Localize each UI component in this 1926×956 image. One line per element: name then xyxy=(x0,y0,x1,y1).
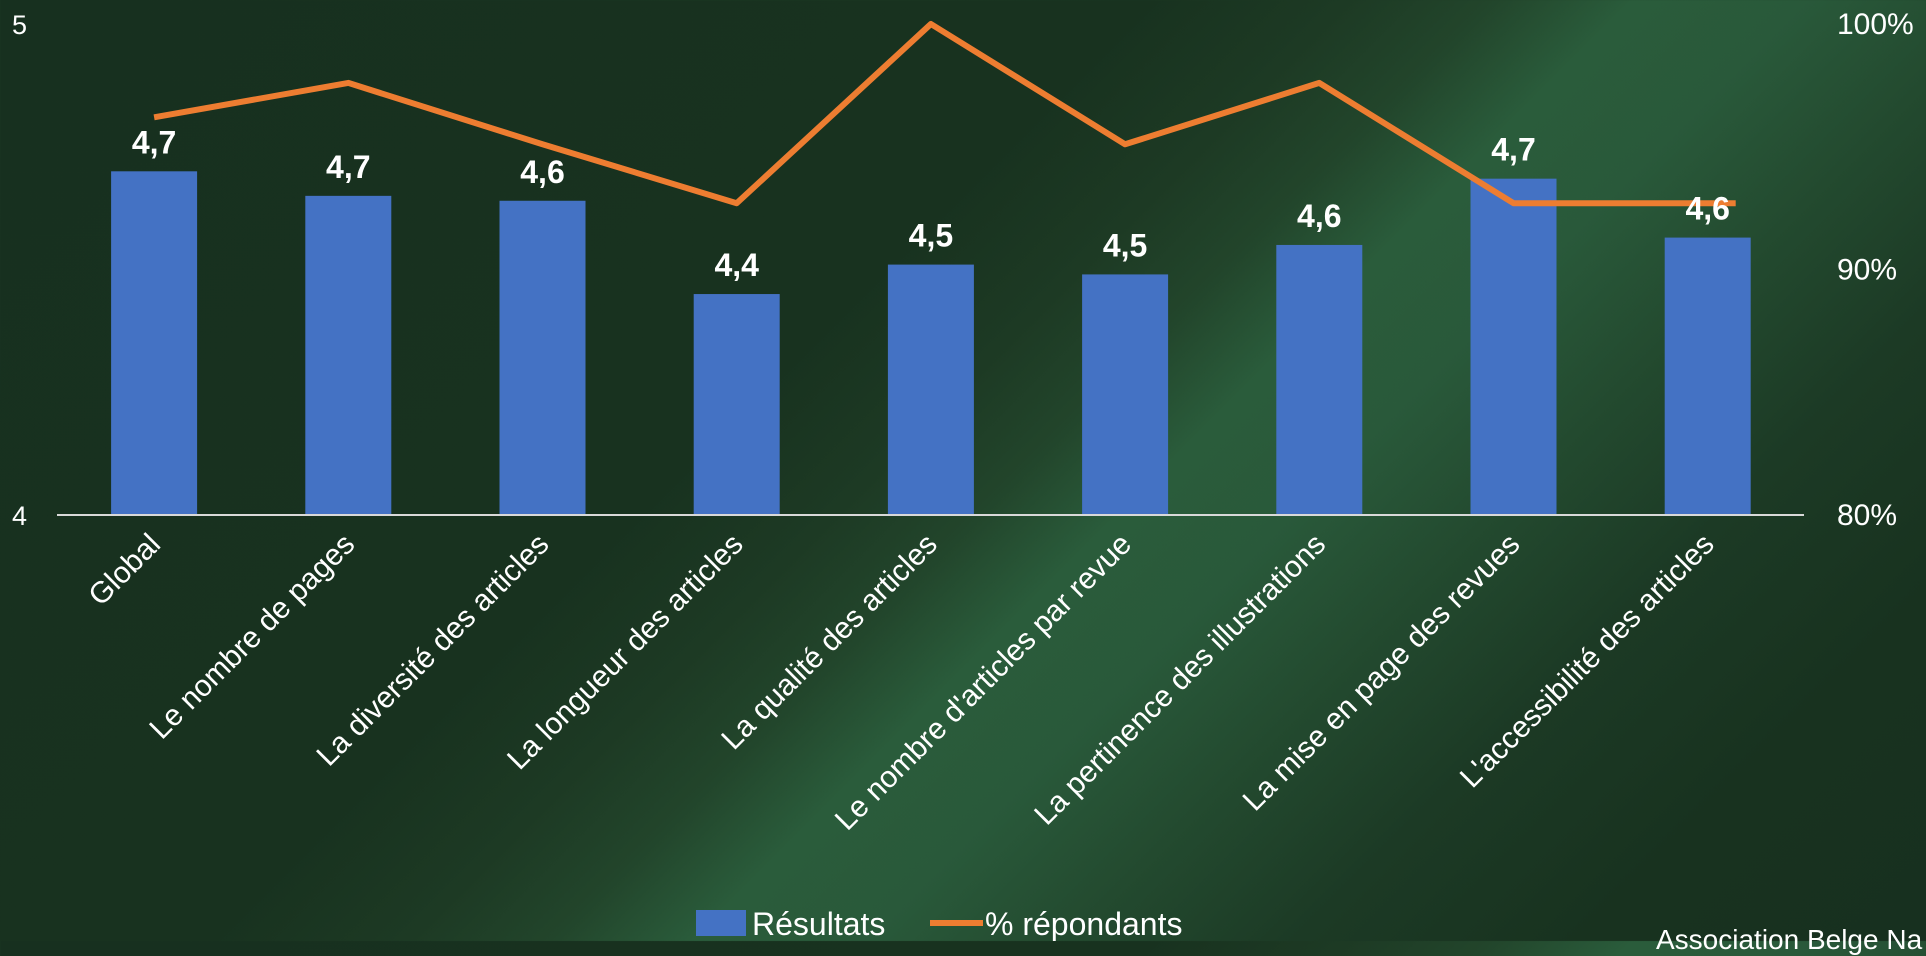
right-tick-label-0: 80% xyxy=(1837,499,1897,532)
bar-data-label-5: 4,5 xyxy=(1103,227,1147,263)
bar-data-label-0: 4,7 xyxy=(132,124,176,160)
left-tick-label-0: 4 xyxy=(12,501,27,531)
legend-label-line: % répondants xyxy=(985,906,1182,941)
bar-data-label-8: 4,6 xyxy=(1685,191,1729,227)
bar-data-label-7: 4,7 xyxy=(1491,132,1535,168)
legend-swatch-bar xyxy=(696,910,746,936)
bar-3 xyxy=(693,294,780,515)
bar-data-label-1: 4,7 xyxy=(326,149,370,185)
x-tick-label-4: La qualité des articles xyxy=(715,528,944,757)
bar-data-label-4: 4,5 xyxy=(909,218,953,254)
bar-data-label-6: 4,6 xyxy=(1297,198,1341,234)
right-tick-label-1: 90% xyxy=(1837,254,1897,287)
bar-6 xyxy=(1276,244,1363,515)
bar-4 xyxy=(887,264,974,515)
bar-7 xyxy=(1470,178,1557,516)
bar-0 xyxy=(111,171,198,516)
bar-5 xyxy=(1082,274,1169,515)
bar-series xyxy=(111,171,1751,516)
line-series xyxy=(153,21,1736,207)
data-labels: 4,7 4,7 4,6 4,4 4,5 4,5 4,6 4,7 4,6 xyxy=(132,124,1730,283)
bar-1 xyxy=(305,195,392,515)
legend: Résultats % répondants xyxy=(696,906,1182,941)
bar-data-label-2: 4,6 xyxy=(520,154,564,190)
bar-2 xyxy=(499,200,586,515)
footer-text: Association Belge Na xyxy=(1656,924,1923,955)
right-tick-label-2: 100% xyxy=(1837,8,1914,41)
x-tick-label-1: Le nombre de pages xyxy=(143,528,361,746)
legend-label-bar: Résultats xyxy=(752,906,885,941)
bar-8 xyxy=(1664,237,1751,515)
right-axis-ticks: 80% 90% 100% xyxy=(1837,8,1914,532)
x-tick-label-0: Global xyxy=(82,528,167,613)
bar-data-label-3: 4,4 xyxy=(714,247,759,283)
left-tick-label-1: 5 xyxy=(12,10,27,40)
left-axis-ticks: 45 xyxy=(12,10,27,531)
